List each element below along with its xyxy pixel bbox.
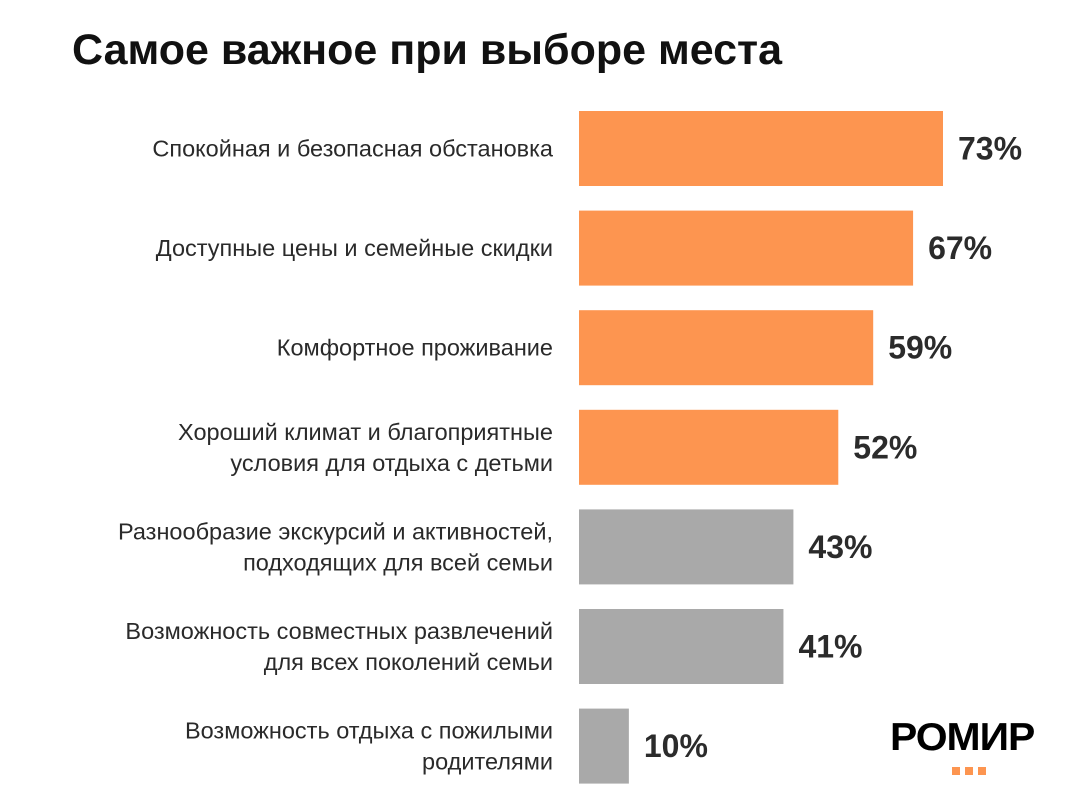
category-label-line: подходящих для всей семьи <box>243 549 553 575</box>
value-label-1: 73% <box>958 131 1022 167</box>
bar-7 <box>579 708 629 784</box>
value-label-6: 41% <box>798 629 862 665</box>
bar-4 <box>579 409 839 485</box>
category-label-6: Возможность совместных развлечений для вс… <box>125 618 553 675</box>
category-label-line: родителями <box>422 749 553 775</box>
category-label-4: Хороший климат и благоприятные условия дл… <box>178 419 553 476</box>
category-label-line: Возможность отдыха с пожилыми <box>185 718 553 744</box>
category-label-line: Хороший климат и благоприятные <box>178 419 553 445</box>
category-label-line: Комфортное проживание <box>277 335 553 361</box>
bar-5 <box>579 509 794 585</box>
value-label-4: 52% <box>853 429 917 465</box>
category-label-line: Возможность совместных развлечений <box>125 618 553 644</box>
chart-title: Самое важное при выборе места <box>72 26 783 74</box>
bar-1 <box>579 111 943 186</box>
value-label-7: 10% <box>644 728 708 764</box>
logo-dot <box>978 767 986 775</box>
value-label-3: 59% <box>888 330 952 366</box>
logo-dots-icon <box>952 762 991 780</box>
category-label-line: условия для отдыха с детьми <box>230 450 553 476</box>
bar-3 <box>579 310 874 386</box>
category-label-7: Возможность отдыха с пожилыми родителями <box>185 718 553 775</box>
category-label-5: Разнообразие экскурсий и активностей, под… <box>118 518 553 575</box>
category-label-line: для всех поколений семьи <box>264 649 553 675</box>
bar-2 <box>579 210 914 286</box>
romir-logo: РОМИР <box>890 718 1060 778</box>
category-label-1: Спокойная и безопасная обстановка <box>152 136 554 162</box>
logo-text: РОМИР <box>890 716 1035 759</box>
value-label-5: 43% <box>808 529 872 565</box>
logo-dot <box>952 767 960 775</box>
category-label-line: Доступные цены и семейные скидки <box>156 235 553 261</box>
category-label-3: Комфортное проживание <box>277 335 553 361</box>
logo-dot <box>965 767 973 775</box>
bar-6 <box>579 609 784 684</box>
category-label-2: Доступные цены и семейные скидки <box>156 235 553 261</box>
value-label-2: 67% <box>928 230 992 266</box>
category-label-line: Разнообразие экскурсий и активностей, <box>118 518 553 544</box>
category-label-line: Спокойная и безопасная обстановка <box>152 136 554 162</box>
